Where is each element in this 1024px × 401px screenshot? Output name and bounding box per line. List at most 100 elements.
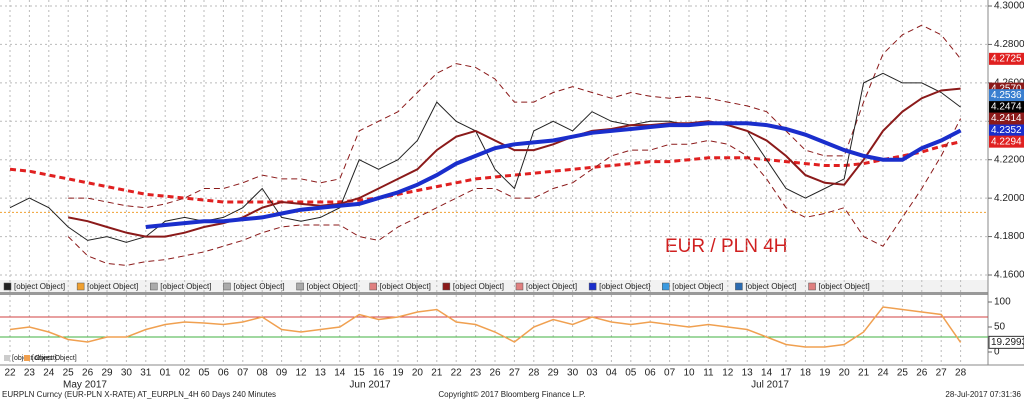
legend-label: [object Object] — [672, 282, 723, 291]
x-tick-label: 25 — [63, 368, 75, 379]
x-tick-label: 26 — [82, 368, 94, 379]
price-tag-label: 4.2414 — [991, 113, 1022, 124]
x-tick-label: 05 — [198, 368, 210, 379]
x-tick-label: 27 — [936, 368, 948, 379]
x-tick-label: 28 — [528, 368, 540, 379]
oscillator-line — [9, 306, 962, 348]
legend-swatch — [588, 282, 597, 291]
legend-label: [object Object] — [160, 282, 211, 291]
legend-swatch — [4, 355, 10, 361]
legend-swatch — [150, 282, 158, 291]
x-tick-label: 05 — [625, 368, 637, 379]
x-tick-label: 13 — [742, 368, 754, 379]
x-tick-label: 16 — [373, 368, 385, 379]
y-tick-label: 4.1600 — [994, 270, 1024, 281]
legend-swatch — [369, 282, 377, 291]
y-tick-label: 50 — [994, 322, 1006, 333]
x-tick-label: 07 — [664, 368, 676, 379]
price-tag — [989, 112, 1024, 125]
x-tick-label: 30 — [121, 368, 133, 379]
price-tag-label: 4.2570 — [991, 83, 1022, 94]
x-tick-label: 24 — [877, 368, 889, 379]
x-tick-label: 20 — [412, 368, 424, 379]
x-tick-label: 30 — [567, 368, 579, 379]
price-tag-label: 4.2294 — [991, 136, 1022, 147]
legend-label: [object Object] — [233, 282, 284, 291]
month-label: Jul 2017 — [751, 380, 789, 391]
y-tick-label: 4.1800 — [994, 231, 1024, 242]
footer-text: Copyright© 2017 Bloomberg Finance L.P. — [438, 390, 585, 399]
x-tick-label: 03 — [586, 368, 598, 379]
legend-label: [object Object] — [32, 355, 77, 362]
y-tick-label: 0 — [994, 347, 1000, 358]
legend-swatch — [515, 282, 524, 291]
x-tick-label: 29 — [101, 368, 113, 379]
legend-label: [object Object] — [380, 282, 431, 291]
price-tag-label: 4.2725 — [991, 53, 1022, 64]
x-tick-label: 22 — [451, 368, 463, 379]
series-line — [68, 24, 961, 209]
price-tag — [989, 101, 1024, 114]
x-tick-label: 06 — [218, 368, 230, 379]
series-line — [9, 140, 961, 204]
x-tick-label: 22 — [4, 368, 16, 379]
x-tick-label: 23 — [24, 368, 36, 379]
month-label: May 2017 — [63, 380, 107, 391]
legend-swatch — [223, 282, 231, 291]
x-tick-label: 24 — [43, 368, 55, 379]
x-tick-label: 20 — [839, 368, 851, 379]
price-tag-label: 4.2474 — [991, 102, 1022, 113]
x-tick-label: 17 — [780, 368, 792, 379]
x-tick-label: 12 — [722, 368, 734, 379]
x-tick-label: 26 — [916, 368, 928, 379]
x-tick-label: 21 — [858, 368, 870, 379]
x-tick-label: 23 — [470, 368, 482, 379]
x-tick-label: 12 — [295, 368, 307, 379]
x-tick-label: 21 — [431, 368, 443, 379]
y-tick-label: 4.2800 — [994, 39, 1024, 50]
x-tick-label: 15 — [354, 368, 366, 379]
x-tick-label: 13 — [315, 368, 327, 379]
x-tick-label: 06 — [645, 368, 657, 379]
legend-swatch — [24, 355, 30, 361]
legend-swatch — [662, 282, 670, 291]
x-tick-label: 31 — [140, 368, 152, 379]
annotation: EUR / PLN 4H — [665, 236, 787, 257]
x-tick-label: 26 — [489, 368, 501, 379]
x-tick-label: 09 — [276, 368, 288, 379]
legend-swatch — [735, 282, 743, 291]
x-tick-label: 14 — [761, 368, 773, 379]
y-tick-label: 4.2000 — [994, 193, 1024, 204]
legend-label: [object Object] — [819, 282, 870, 291]
x-tick-label: 11 — [703, 368, 714, 379]
legend-label: [object Object] — [745, 282, 796, 291]
x-tick-label: 07 — [237, 368, 249, 379]
price-tag — [989, 52, 1024, 65]
x-tick-label: 08 — [257, 368, 269, 379]
x-tick-label: 02 — [179, 368, 191, 379]
legend-label: [object Object] — [453, 282, 504, 291]
value-tag — [988, 335, 1024, 349]
legend-swatch — [296, 282, 304, 291]
x-tick-label: 19 — [392, 368, 404, 379]
x-tick-label: 04 — [606, 368, 618, 379]
legend-label: [object Object] — [14, 282, 65, 291]
x-tick-label: 01 — [160, 368, 172, 379]
panel-divider — [0, 292, 988, 295]
legend-swatch — [808, 282, 816, 291]
legend-label: [object Object] — [599, 282, 650, 291]
x-tick-label: 19 — [819, 368, 831, 379]
price-tag-label: 4.2536 — [991, 90, 1022, 101]
y-tick-label: 4.3000 — [994, 1, 1024, 12]
price-tag — [989, 124, 1024, 137]
x-tick-label: 28 — [955, 368, 967, 379]
legend-label: [object Object] — [12, 355, 57, 362]
y-tick-label: 100 — [994, 297, 1011, 308]
x-tick-label: 18 — [800, 368, 812, 379]
month-label: Jun 2017 — [349, 380, 391, 391]
x-tick-label: 27 — [509, 368, 521, 379]
x-tick-label: 14 — [334, 368, 346, 379]
x-tick-label: 10 — [683, 368, 695, 379]
legend-label: [object Object] — [526, 282, 577, 291]
